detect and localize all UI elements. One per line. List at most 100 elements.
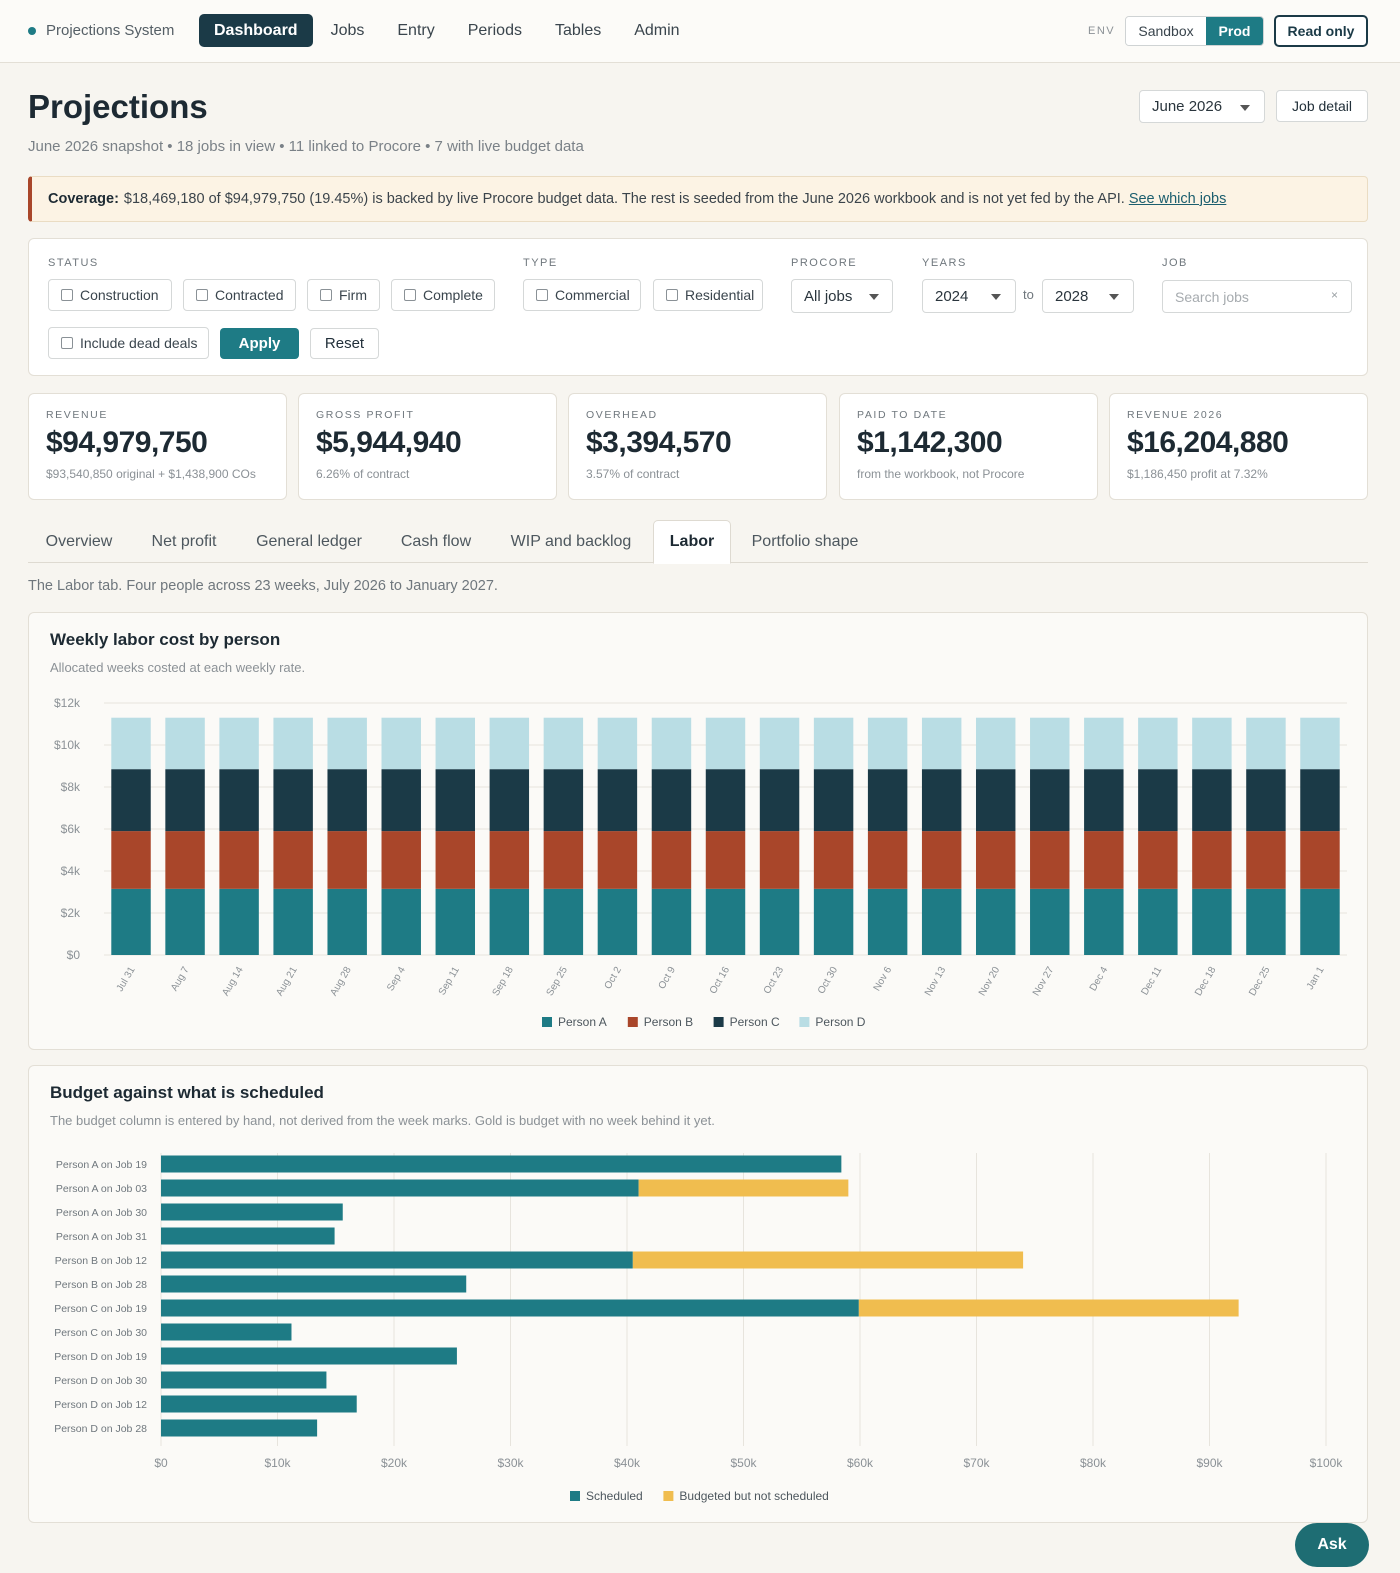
nav-entry[interactable]: Entry (397, 21, 435, 39)
metric-value: $5,944,940 (316, 426, 462, 459)
checkbox-icon (666, 289, 678, 301)
weekly-labor-chart-card: Weekly labor cost by person Allocated we… (28, 612, 1368, 1050)
bar-segment (705, 831, 746, 889)
bar-segment (161, 1371, 327, 1389)
bar-segment (1138, 769, 1178, 832)
read-only-button[interactable]: Read only (1274, 15, 1368, 47)
bar-segment (165, 888, 205, 955)
brand[interactable]: Projections System (28, 22, 174, 39)
coverage-text: $18,469,180 of $94,979,750 (19.45%) is b… (123, 191, 1125, 207)
bar-segment (435, 888, 476, 955)
x-tick-label: $70k (963, 1456, 990, 1470)
job-detail-button[interactable]: Job detail (1276, 90, 1368, 122)
bar-segment (1030, 888, 1070, 955)
x-tick-label: $90k (1196, 1456, 1223, 1470)
legend-swatch (713, 1017, 724, 1027)
bar-segment (975, 888, 1016, 955)
brand-dot-icon (28, 26, 36, 35)
nav-tables[interactable]: Tables (554, 21, 602, 39)
year-from-select[interactable]: 2024 (922, 279, 1016, 313)
env-prod-option[interactable]: Prod (1206, 17, 1263, 45)
budget-vs-scheduled-chart: $0 $10k $20k $30k $40k $50k $60k $70k $80k $90k $1… (54, 1153, 1343, 1503)
status-construction-checkbox[interactable]: Construction (48, 279, 172, 311)
checkbox-label: Construction (80, 287, 159, 303)
bar-segment (1300, 831, 1340, 889)
nav-periods[interactable]: Periods (467, 21, 522, 39)
ask-button[interactable]: Ask (1295, 1523, 1369, 1567)
bar-segment (867, 769, 908, 832)
procore-select[interactable]: All jobs (791, 279, 893, 313)
status-firm-checkbox[interactable]: Firm (307, 279, 380, 311)
bar-segment (759, 831, 800, 889)
job-search-input[interactable] (1162, 280, 1352, 313)
bar-segment (638, 1179, 849, 1197)
tab-portfolio-shape[interactable]: Portfolio shape (751, 532, 859, 550)
bar-segment (165, 769, 205, 832)
nav-admin[interactable]: Admin (634, 21, 680, 39)
x-tick-label: Aug 21 (274, 965, 300, 998)
tab-labor[interactable]: Labor (653, 520, 731, 564)
bar-segment (921, 888, 962, 955)
x-tick-label: $50k (730, 1456, 757, 1470)
y-tick-label: $12k (54, 696, 81, 710)
y-tick-label: $8k (61, 780, 81, 794)
status-complete-checkbox[interactable]: Complete (391, 279, 495, 311)
year-to-select[interactable]: 2028 (1042, 279, 1134, 313)
y-category-label: Person B on Job 28 (55, 1279, 147, 1291)
metric-value: $94,979,750 (46, 426, 208, 459)
checkbox-label: Firm (339, 287, 367, 303)
include-dead-deals-checkbox[interactable]: Include dead deals (48, 327, 209, 359)
x-tick-label: Oct 30 (816, 965, 840, 996)
bar-segment (1030, 769, 1070, 832)
x-tick-label: Dec 11 (1139, 965, 1164, 998)
tab-cash-flow[interactable]: Cash flow (400, 532, 472, 550)
y-category-label: Person B on Job 12 (55, 1255, 147, 1267)
y-category-label: Person D on Job 19 (54, 1351, 147, 1363)
checkbox-icon (320, 289, 332, 301)
bar-segment (543, 717, 584, 770)
status-contracted-checkbox[interactable]: Contracted (183, 279, 296, 311)
env-sandbox-option[interactable]: Sandbox (1126, 17, 1206, 45)
legend-label: Person C (730, 1015, 780, 1029)
bar-segment (867, 888, 908, 955)
clear-icon[interactable]: × (1331, 288, 1339, 302)
nav-jobs[interactable]: Jobs (330, 21, 365, 39)
bar-segment (161, 1251, 633, 1269)
checkbox-icon (536, 289, 548, 301)
bar-segment (161, 1323, 292, 1341)
bar-segment (327, 888, 367, 955)
tab-overview[interactable]: Overview (45, 532, 113, 550)
y-tick-label: $4k (61, 864, 81, 878)
x-tick-label: $80k (1080, 1456, 1107, 1470)
chevron-down-icon (1109, 294, 1119, 300)
top-bar: Projections System Dashboard Jobs Entry … (0, 0, 1400, 63)
period-select[interactable]: June 2026 (1139, 90, 1265, 123)
reset-button[interactable]: Reset (310, 328, 379, 359)
bar-segment (1246, 831, 1286, 889)
year-from-value: 2024 (935, 287, 969, 305)
bar-segment (651, 717, 692, 770)
nav-dashboard[interactable]: Dashboard (199, 14, 313, 47)
type-residential-checkbox[interactable]: Residential (653, 279, 763, 311)
tab-wip-and-backlog[interactable]: WIP and backlog (510, 532, 632, 550)
bar-segment (858, 1299, 1239, 1317)
tab-net-profit[interactable]: Net profit (151, 532, 217, 550)
type-commercial-checkbox[interactable]: Commercial (523, 279, 641, 311)
legend-label: Scheduled (586, 1489, 643, 1503)
y-category-label: Person A on Job 31 (56, 1231, 147, 1243)
bar-segment (381, 888, 421, 955)
legend-label: Person A (558, 1015, 607, 1029)
apply-button[interactable]: Apply (220, 328, 299, 359)
bar-segment (813, 717, 854, 770)
x-tick-label: Dec 25 (1247, 965, 1273, 998)
bar-segment (867, 831, 908, 889)
page-title: Projections (28, 88, 208, 125)
bar-segment (651, 831, 692, 889)
see-which-jobs-link[interactable]: See which jobs (1128, 191, 1227, 207)
checkbox-icon (196, 289, 208, 301)
legend-swatch (627, 1017, 638, 1027)
checkbox-label: Contracted (215, 287, 284, 303)
tab-general-ledger[interactable]: General ledger (256, 532, 362, 550)
main-nav: Dashboard Jobs Entry Periods Tables Admi… (199, 14, 698, 47)
bar-segment (813, 888, 854, 955)
